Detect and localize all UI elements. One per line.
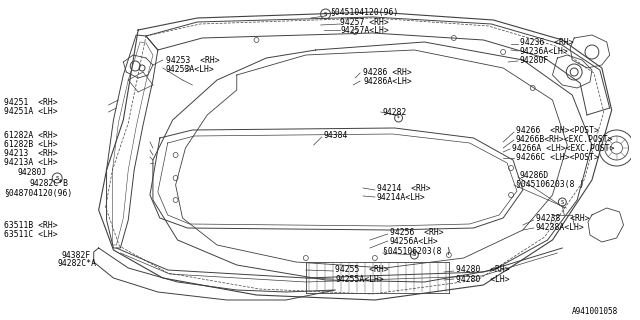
Text: 94251  <RH>: 94251 <RH>	[4, 98, 58, 107]
Text: 94255  <RH>: 94255 <RH>	[335, 266, 389, 275]
Text: 94384: 94384	[324, 131, 348, 140]
Text: 94280J: 94280J	[18, 167, 47, 177]
Text: 94280  <RH>: 94280 <RH>	[456, 266, 509, 275]
Text: 94266B<RH><EXC.POST>: 94266B<RH><EXC.POST>	[516, 134, 614, 143]
Text: 94255A<LH>: 94255A<LH>	[335, 275, 384, 284]
Text: A941001058: A941001058	[572, 308, 618, 316]
Text: 94286A<LH>: 94286A<LH>	[363, 76, 412, 85]
Text: 94286 <RH>: 94286 <RH>	[363, 68, 412, 76]
Text: 94236  <RH>: 94236 <RH>	[520, 37, 573, 46]
Text: S: S	[324, 12, 327, 17]
Text: 94214  <RH>: 94214 <RH>	[377, 183, 431, 193]
Text: 61282A <RH>: 61282A <RH>	[4, 131, 58, 140]
Text: 94213  <RH>: 94213 <RH>	[4, 148, 58, 157]
Text: 94257 <RH>: 94257 <RH>	[340, 18, 389, 27]
Text: 94282C*A: 94282C*A	[57, 260, 96, 268]
Text: 94238A<LH>: 94238A<LH>	[536, 222, 584, 231]
Text: 94253  <RH>: 94253 <RH>	[166, 55, 220, 65]
Text: §045106203(8 ): §045106203(8 )	[383, 246, 451, 255]
Text: 94251A <LH>: 94251A <LH>	[4, 107, 58, 116]
Text: §045104120(96): §045104120(96)	[330, 7, 399, 17]
Text: 94282: 94282	[383, 108, 407, 116]
Text: 94236A<LH>: 94236A<LH>	[520, 46, 569, 55]
Text: 94266  <RH><POST>: 94266 <RH><POST>	[516, 125, 599, 134]
Text: 94286D: 94286D	[520, 171, 549, 180]
Text: 94266C <LH><POST>: 94266C <LH><POST>	[516, 153, 599, 162]
Text: S: S	[56, 175, 59, 180]
Text: S: S	[561, 199, 564, 204]
Text: 61282B <LH>: 61282B <LH>	[4, 140, 58, 148]
Text: 94256  <RH>: 94256 <RH>	[390, 228, 444, 236]
Text: S: S	[413, 252, 416, 258]
Text: §048704120(96): §048704120(96)	[4, 188, 72, 197]
Text: 94214A<LH>: 94214A<LH>	[377, 193, 426, 202]
Text: 63511B <RH>: 63511B <RH>	[4, 220, 58, 229]
Text: 63511C <LH>: 63511C <LH>	[4, 229, 58, 238]
Text: 94280F: 94280F	[520, 55, 549, 65]
Text: 94280  <LH>: 94280 <LH>	[456, 275, 509, 284]
Text: 94257A<LH>: 94257A<LH>	[340, 26, 389, 35]
Text: 94213A <LH>: 94213A <LH>	[4, 157, 58, 166]
Text: §045106203(8 ): §045106203(8 )	[516, 180, 584, 188]
Text: *: *	[397, 116, 400, 121]
Text: 94382F: 94382F	[61, 251, 90, 260]
Text: 94256A<LH>: 94256A<LH>	[390, 236, 438, 245]
Text: 94238  <RH>: 94238 <RH>	[536, 213, 589, 222]
Text: 94266A <LH><EXC.POST>: 94266A <LH><EXC.POST>	[512, 143, 614, 153]
Text: 94253A<LH>: 94253A<LH>	[166, 65, 214, 74]
Text: 94282C*B: 94282C*B	[29, 179, 68, 188]
